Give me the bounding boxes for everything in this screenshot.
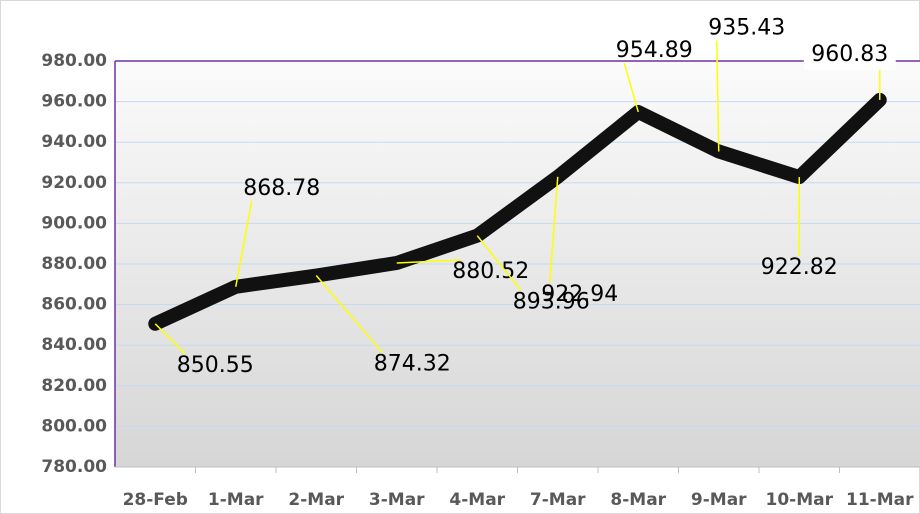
data-label: 922.94	[541, 282, 618, 307]
x-tick-label: 7-Mar	[530, 490, 586, 510]
series-line	[148, 92, 887, 331]
data-label: 960.83	[811, 42, 888, 67]
y-tick-label: 860.00	[41, 295, 107, 315]
x-tick-label: 28-Feb	[123, 490, 188, 510]
y-tick-label: 780.00	[41, 457, 107, 477]
y-tick-label: 980.00	[41, 51, 107, 71]
leader-line	[716, 40, 720, 152]
data-label: 868.78	[243, 176, 320, 201]
leader-line	[315, 275, 383, 354]
y-tick-label: 940.00	[41, 132, 107, 152]
data-label: 880.52	[452, 259, 529, 284]
x-tick-label: 2-Mar	[288, 490, 344, 510]
leader-line	[235, 200, 253, 287]
y-tick-label: 920.00	[41, 173, 107, 193]
x-tick-label: 11-Mar	[846, 490, 914, 510]
data-label: 893.96	[513, 290, 590, 315]
data-label: 954.89	[616, 38, 693, 63]
leader-line	[154, 323, 186, 355]
y-tick-label: 960.00	[41, 92, 107, 112]
data-label: 874.32	[374, 352, 451, 377]
data-label: 850.55	[177, 353, 254, 378]
leader-line	[623, 62, 639, 113]
x-tick-label: 10-Mar	[766, 490, 834, 510]
x-tick-label: 4-Mar	[449, 490, 505, 510]
x-tick-label: 1-Mar	[208, 490, 264, 510]
y-tick-label: 880.00	[41, 254, 107, 274]
y-tick-label: 900.00	[41, 213, 107, 233]
x-tick-label: 8-Mar	[610, 490, 666, 510]
data-label: 922.82	[761, 255, 838, 280]
x-tick-label: 9-Mar	[691, 490, 747, 510]
leader-line	[549, 176, 559, 283]
leader-line	[396, 259, 461, 264]
leader-line	[476, 235, 522, 292]
y-tick-label: 800.00	[41, 416, 107, 436]
y-tick-label: 840.00	[41, 335, 107, 355]
y-tick-label: 820.00	[41, 376, 107, 396]
x-tick-label: 3-Mar	[369, 490, 425, 510]
label-box	[803, 39, 896, 70]
data-label: 935.43	[708, 15, 785, 40]
